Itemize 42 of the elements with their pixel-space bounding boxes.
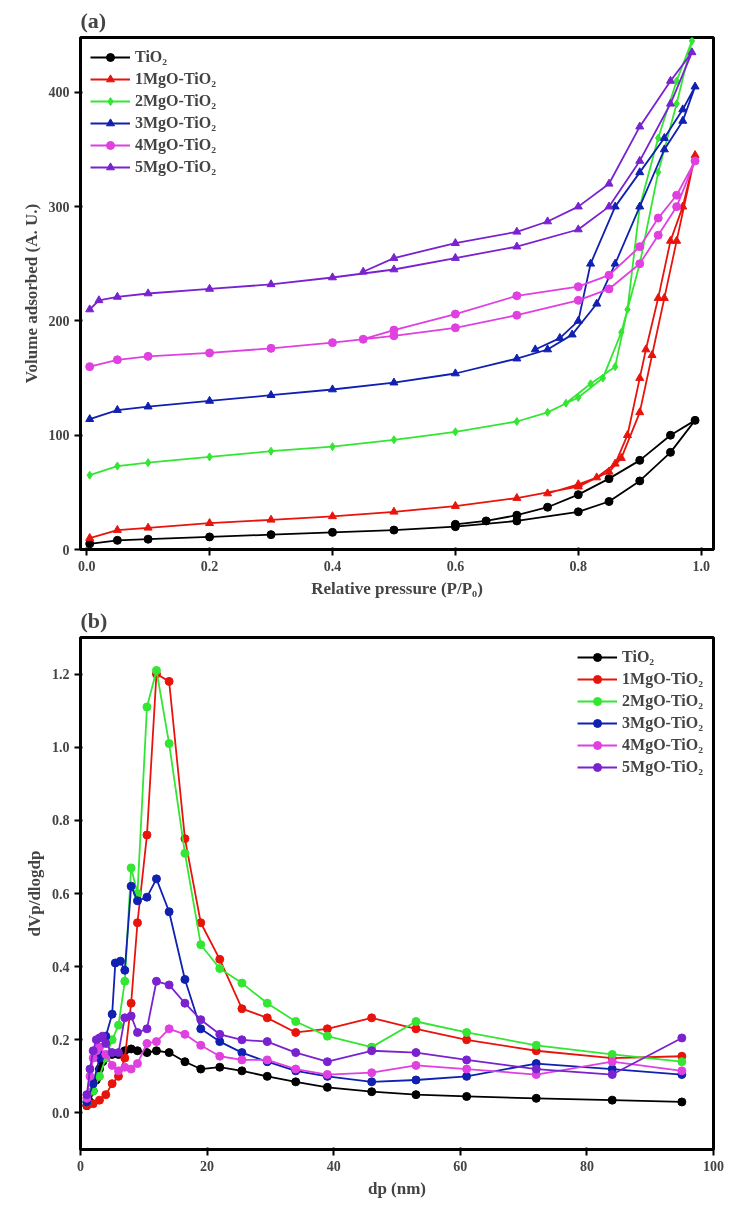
x-axis-title: Relative pressure (P/P₀): [311, 578, 483, 598]
x-tick-label: 20: [200, 1158, 215, 1174]
legend-label: 3MgO-TiO₂: [135, 114, 216, 132]
x-tick-label: 100: [703, 1158, 724, 1174]
x-tick-label: 80: [579, 1158, 594, 1174]
y-tick-label: 300: [48, 199, 70, 215]
legend-label: 3MgO-TiO₂: [622, 714, 703, 732]
legend-label: 4MgO-TiO₂: [135, 136, 216, 154]
y-tick-label: 0.0: [52, 1105, 70, 1121]
chart-title: (b): [80, 607, 108, 633]
x-tick-label: 0.4: [323, 558, 342, 574]
x-tick-label: 0.0: [77, 558, 96, 574]
legend-label: 1MgO-TiO₂: [622, 670, 703, 688]
x-tick-label: 1.0: [692, 558, 710, 574]
legend-label: 5MgO-TiO₂: [622, 758, 703, 776]
chart-title: (a): [80, 7, 107, 33]
legend-label: 5MgO-TiO₂: [135, 158, 216, 176]
x-tick-label: 0.2: [200, 558, 219, 574]
y-tick-label: 1.0: [52, 740, 70, 756]
legend-label: 2MgO-TiO₂: [622, 692, 703, 710]
legend-label: TiO₂: [622, 648, 655, 666]
y-tick-label: 100: [48, 428, 70, 444]
y-axis-title: Volume adsorbed (A. U.): [21, 203, 41, 384]
y-axis-title: dVp/dlogdp: [25, 850, 44, 937]
x-tick-label: 60: [453, 1158, 468, 1174]
y-tick-label: 200: [48, 313, 70, 329]
y-tick-label: 1.2: [52, 667, 70, 683]
y-tick-label: 400: [48, 85, 70, 101]
y-tick-label: 0.6: [52, 886, 70, 902]
y-tick-label: 0.8: [52, 813, 70, 829]
legend-label: 1MgO-TiO₂: [135, 70, 216, 88]
y-tick-label: 0: [62, 542, 70, 558]
y-tick-label: 0.4: [52, 959, 70, 975]
x-axis-title: dp (nm): [367, 1178, 427, 1198]
y-tick-label: 0.2: [52, 1032, 70, 1048]
x-tick-label: 40: [326, 1158, 341, 1174]
x-tick-label: 0.8: [569, 558, 588, 574]
legend-label: 4MgO-TiO₂: [622, 736, 703, 754]
legend-label: TiO₂: [135, 48, 168, 66]
x-tick-label: 0.6: [446, 558, 465, 574]
x-tick-label: 0: [77, 1158, 84, 1174]
legend-label: 2MgO-TiO₂: [135, 92, 216, 110]
